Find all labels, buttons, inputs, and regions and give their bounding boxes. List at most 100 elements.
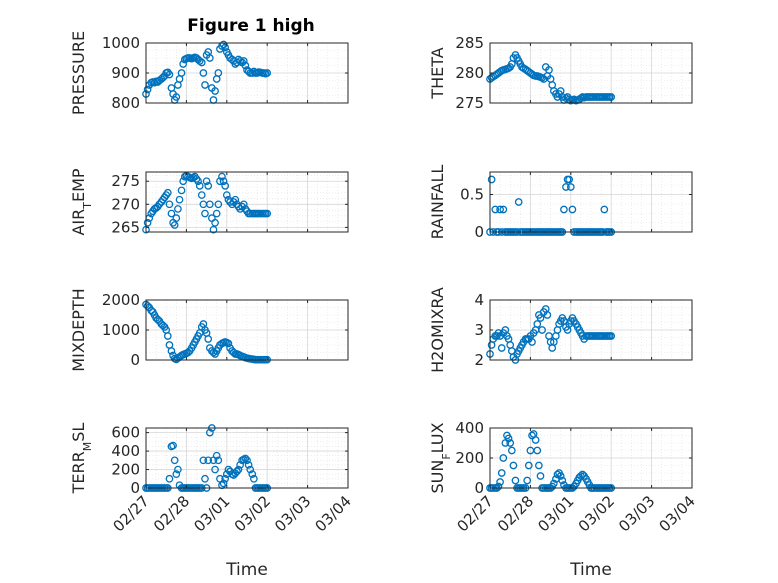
data-point xyxy=(558,476,567,485)
subplot-mixdepth: 0 1000 2000 MIXDEPTH xyxy=(69,288,349,372)
data-point xyxy=(209,225,218,234)
data-point xyxy=(205,200,214,209)
data-point xyxy=(523,476,532,485)
data-point xyxy=(536,472,545,480)
y-tick-label: 1000 xyxy=(102,321,140,339)
y-axis-label: MIXDEPTH xyxy=(69,288,88,371)
data-point xyxy=(246,465,255,474)
data-point xyxy=(244,67,253,76)
data-point xyxy=(496,478,504,486)
data-point xyxy=(202,177,211,186)
data-point xyxy=(165,474,174,483)
data-point xyxy=(234,465,243,474)
data-point xyxy=(243,456,251,465)
y-tick-label: 600 xyxy=(111,424,140,442)
data-series xyxy=(142,171,272,234)
data-point xyxy=(211,218,219,227)
data-point xyxy=(233,467,241,476)
data-point xyxy=(163,332,172,340)
y-axis-label: RAINFALL xyxy=(428,165,447,240)
data-point xyxy=(538,326,546,334)
y-tick-label: 2 xyxy=(474,351,484,369)
data-point xyxy=(244,461,253,469)
y-axis-label: PRESSURE xyxy=(69,31,88,115)
data-series xyxy=(142,40,272,104)
y-axis-label: H2OMIXRA xyxy=(428,287,447,373)
data-point xyxy=(204,456,213,465)
data-point xyxy=(199,69,208,77)
data-point xyxy=(172,214,181,223)
data-point xyxy=(194,177,202,186)
data-point xyxy=(494,482,503,491)
data-point xyxy=(497,344,506,352)
data-point xyxy=(216,177,224,186)
x-axis-label: Time xyxy=(225,560,268,580)
data-point xyxy=(172,93,181,101)
y-tick-label: 0.5 xyxy=(460,186,484,204)
data-point xyxy=(528,338,536,346)
axes-box xyxy=(145,427,349,489)
data-point xyxy=(250,474,258,483)
data-point xyxy=(239,57,248,65)
subplot-theta: 275 280 285 THETA xyxy=(428,34,693,112)
data-point xyxy=(169,441,177,450)
data-point xyxy=(155,200,164,209)
y-tick-label: 280 xyxy=(455,64,484,82)
data-point xyxy=(201,474,209,483)
data-point xyxy=(565,175,574,184)
y-axis-label: THETA xyxy=(428,47,447,99)
data-point xyxy=(170,456,179,465)
data-point xyxy=(511,476,520,485)
data-point xyxy=(524,461,533,470)
data-point xyxy=(214,200,223,209)
y-tick-label: 200 xyxy=(455,449,484,467)
y-tick-label: 265 xyxy=(111,218,140,236)
data-point xyxy=(177,69,186,77)
y-tick-label: 2000 xyxy=(102,291,140,309)
data-point xyxy=(497,469,506,477)
subplot-pressure: 800 900 1000 PRESSURE xyxy=(69,31,349,115)
data-point xyxy=(218,172,226,181)
y-tick-label: 800 xyxy=(111,94,140,112)
data-point xyxy=(491,205,500,214)
y-tick-label: 0 xyxy=(474,479,484,497)
data-point xyxy=(533,446,542,455)
y-tick-label: 275 xyxy=(111,172,140,190)
data-point xyxy=(211,465,219,474)
data-point xyxy=(514,198,523,206)
x-tick-label: 03/04 xyxy=(656,492,699,535)
data-point xyxy=(163,68,172,77)
data-point xyxy=(197,58,206,67)
data-series xyxy=(486,305,616,364)
data-point xyxy=(499,205,508,214)
x-axis-label: Time xyxy=(569,560,612,580)
data-point xyxy=(231,195,240,204)
data-point xyxy=(504,434,513,443)
data-point xyxy=(224,339,233,348)
data-point xyxy=(174,205,182,213)
y-tick-label: 900 xyxy=(111,64,140,82)
data-point xyxy=(199,456,208,465)
data-point xyxy=(239,200,248,209)
data-point xyxy=(165,200,174,209)
data-point xyxy=(536,314,545,322)
data-point xyxy=(236,461,244,469)
axes-box xyxy=(145,171,349,233)
data-point xyxy=(212,209,221,218)
y-tick-label: 4 xyxy=(474,291,484,309)
data-point xyxy=(496,205,504,214)
x-tick-label: 03/01 xyxy=(190,492,233,535)
y-tick-label: 285 xyxy=(455,34,484,52)
y-axis-label: AIRTEMP xyxy=(69,168,94,235)
data-series xyxy=(142,300,272,364)
data-point xyxy=(179,177,188,186)
data-point xyxy=(263,69,272,77)
y-axis-label: SUNFLUX xyxy=(428,422,453,493)
y-tick-label: 400 xyxy=(111,442,140,460)
y-tick-label: 0 xyxy=(474,223,484,241)
data-point xyxy=(236,205,244,213)
data-point xyxy=(163,188,172,197)
x-tick-label: 03/03 xyxy=(615,492,658,535)
axes-box xyxy=(489,171,693,233)
data-point xyxy=(562,183,570,191)
